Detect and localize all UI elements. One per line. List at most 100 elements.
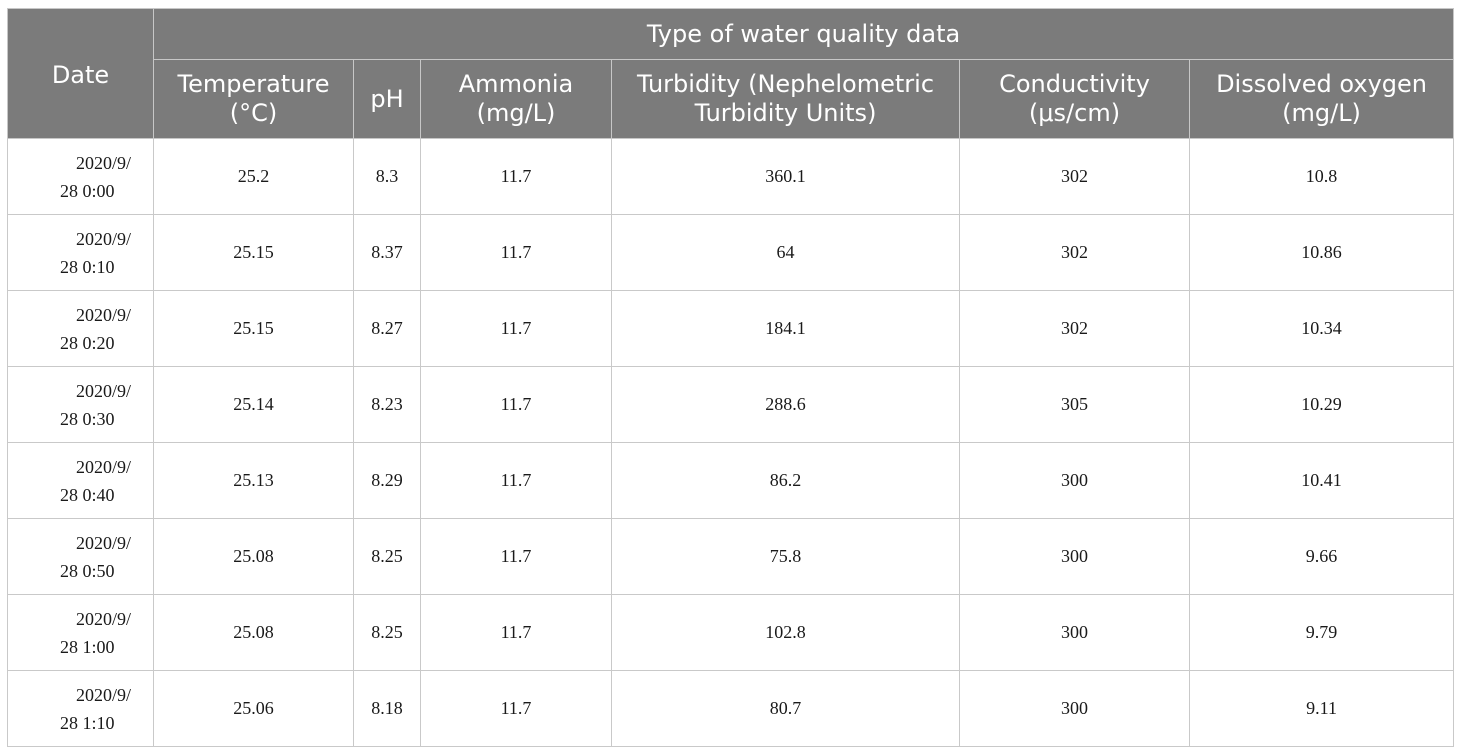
- dissolved-oxygen-cell: 10.41: [1188, 442, 1455, 519]
- date-line2: 28 0:30: [60, 408, 115, 429]
- date-line2: 28 0:10: [60, 256, 115, 277]
- dissolved-oxygen-cell: 9.79: [1188, 594, 1455, 671]
- ammonia-cell: 11.7: [420, 290, 612, 367]
- dissolved-oxygen-cell: 10.34: [1188, 290, 1455, 367]
- column-header-line1: pH: [370, 84, 404, 113]
- date-line2: 28 0:50: [60, 560, 115, 581]
- conductivity-cell: 300: [959, 442, 1190, 519]
- date-column-header: Date: [7, 8, 154, 139]
- ph-column-header: pH: [353, 59, 421, 139]
- temperature-cell: 25.08: [153, 518, 354, 595]
- table-row: 2020/9/28 0:10 25.15 8.37 11.7 64 302 10…: [7, 214, 1455, 291]
- ammonia-cell: 11.7: [420, 138, 612, 215]
- turbidity-cell: 80.7: [611, 670, 960, 747]
- turbidity-cell: 86.2: [611, 442, 960, 519]
- temperature-cell: 25.2: [153, 138, 354, 215]
- date-cell: 2020/9/28 0:50: [7, 518, 154, 595]
- date-line1: 2020/9/: [75, 684, 131, 705]
- table-row: 2020/9/28 0:20 25.15 8.27 11.7 184.1 302…: [7, 290, 1455, 367]
- date-line1: 2020/9/: [75, 152, 131, 173]
- turbidity-cell: 288.6: [611, 366, 960, 443]
- turbidity-cell: 64: [611, 214, 960, 291]
- group-header: Type of water quality data: [152, 8, 1455, 60]
- ph-cell: 8.23: [353, 366, 421, 443]
- ph-cell: 8.37: [353, 214, 421, 291]
- table-row: 2020/9/28 1:10 25.06 8.18 11.7 80.7 300 …: [7, 670, 1455, 747]
- ph-cell: 8.18: [353, 670, 421, 747]
- date-line2: 28 0:20: [60, 332, 115, 353]
- date-line2: 28 0:40: [60, 484, 115, 505]
- table-row: 2020/9/28 0:30 25.14 8.23 11.7 288.6 305…: [7, 366, 1455, 443]
- ph-cell: 8.29: [353, 442, 421, 519]
- turbidity-cell: 75.8: [611, 518, 960, 595]
- date-cell: 2020/9/28 0:20: [7, 290, 154, 367]
- conductivity-cell: 302: [959, 290, 1190, 367]
- temperature-cell: 25.15: [153, 214, 354, 291]
- ph-cell: 8.27: [353, 290, 421, 367]
- column-header-line1: Conductivity: [999, 70, 1150, 98]
- column-header-line1: Temperature: [177, 70, 330, 98]
- water-quality-table: Date Type of water quality data Temperat…: [7, 8, 1455, 747]
- date-cell: 2020/9/28 0:30: [7, 366, 154, 443]
- temperature-cell: 25.08: [153, 594, 354, 671]
- ammonia-cell: 11.7: [420, 670, 612, 747]
- ammonia-cell: 11.7: [420, 518, 612, 595]
- date-line2: 28 1:00: [60, 636, 115, 657]
- temperature-column-header: Temperature (°C): [153, 59, 354, 139]
- date-line1: 2020/9/: [75, 456, 131, 477]
- ammonia-cell: 11.7: [420, 594, 612, 671]
- temperature-cell: 25.06: [153, 670, 354, 747]
- ammonia-cell: 11.7: [420, 214, 612, 291]
- header-row-columns: Temperature (°C) pH Ammonia (mg/L) Turbidi…: [8, 59, 1455, 139]
- date-cell: 2020/9/28 0:10: [7, 214, 154, 291]
- ph-cell: 8.25: [353, 518, 421, 595]
- column-header-line2: (mg/L): [476, 99, 556, 127]
- conductivity-cell: 300: [959, 670, 1190, 747]
- temperature-cell: 25.13: [153, 442, 354, 519]
- turbidity-column-header: Turbidity (Nephelometric Turbidity Units): [611, 59, 960, 139]
- date-line1: 2020/9/: [75, 304, 131, 325]
- column-header-line1: Dissolved oxygen: [1216, 70, 1427, 98]
- turbidity-cell: 102.8: [611, 594, 960, 671]
- column-header-line2: (°C): [229, 99, 278, 127]
- ph-cell: 8.3: [353, 138, 421, 215]
- dissolved-oxygen-cell: 10.8: [1188, 138, 1455, 215]
- conductivity-cell: 302: [959, 214, 1190, 291]
- table-row: 2020/9/28 1:00 25.08 8.25 11.7 102.8 300…: [7, 594, 1455, 671]
- conductivity-column-header: Conductivity (μs/cm): [959, 59, 1190, 139]
- dissolved-oxygen-cell: 10.86: [1188, 214, 1455, 291]
- conductivity-cell: 305: [959, 366, 1190, 443]
- column-header-line2: Turbidity Units): [694, 99, 877, 127]
- table-body: 2020/9/28 0:00 25.2 8.3 11.7 360.1 302 1…: [7, 138, 1455, 747]
- turbidity-cell: 184.1: [611, 290, 960, 367]
- table-row: 2020/9/28 0:50 25.08 8.25 11.7 75.8 300 …: [7, 518, 1455, 595]
- ammonia-cell: 11.7: [420, 366, 612, 443]
- column-header-line1: Ammonia: [458, 70, 574, 98]
- column-header-line2: (mg/L): [1282, 99, 1361, 127]
- ph-cell: 8.25: [353, 594, 421, 671]
- dissolved-oxygen-cell: 9.11: [1188, 670, 1455, 747]
- dissolved-oxygen-cell: 10.29: [1188, 366, 1455, 443]
- date-line2: 28 0:00: [60, 180, 115, 201]
- conductivity-cell: 302: [959, 138, 1190, 215]
- ammonia-column-header: Ammonia (mg/L): [420, 59, 612, 139]
- dissolved-oxygen-column-header: Dissolved oxygen (mg/L): [1188, 59, 1455, 139]
- table-header: Date Type of water quality data Temperat…: [7, 8, 1455, 139]
- date-cell: 2020/9/28 0:00: [7, 138, 154, 215]
- turbidity-cell: 360.1: [611, 138, 960, 215]
- ammonia-cell: 11.7: [420, 442, 612, 519]
- date-line2: 28 1:10: [60, 712, 115, 733]
- date-cell: 2020/9/28 1:10: [7, 670, 154, 747]
- conductivity-cell: 300: [959, 594, 1190, 671]
- table-row: 2020/9/28 0:40 25.13 8.29 11.7 86.2 300 …: [7, 442, 1455, 519]
- date-line1: 2020/9/: [75, 608, 131, 629]
- dissolved-oxygen-cell: 9.66: [1188, 518, 1455, 595]
- date-line1: 2020/9/: [75, 532, 131, 553]
- header-row-group: Date Type of water quality data: [7, 8, 1455, 139]
- column-header-line2: (μs/cm): [1028, 99, 1121, 127]
- date-cell: 2020/9/28 0:40: [7, 442, 154, 519]
- date-cell: 2020/9/28 1:00: [7, 594, 154, 671]
- column-header-line1: Turbidity (Nephelometric: [636, 70, 935, 98]
- date-line1: 2020/9/: [75, 228, 131, 249]
- date-line1: 2020/9/: [75, 380, 131, 401]
